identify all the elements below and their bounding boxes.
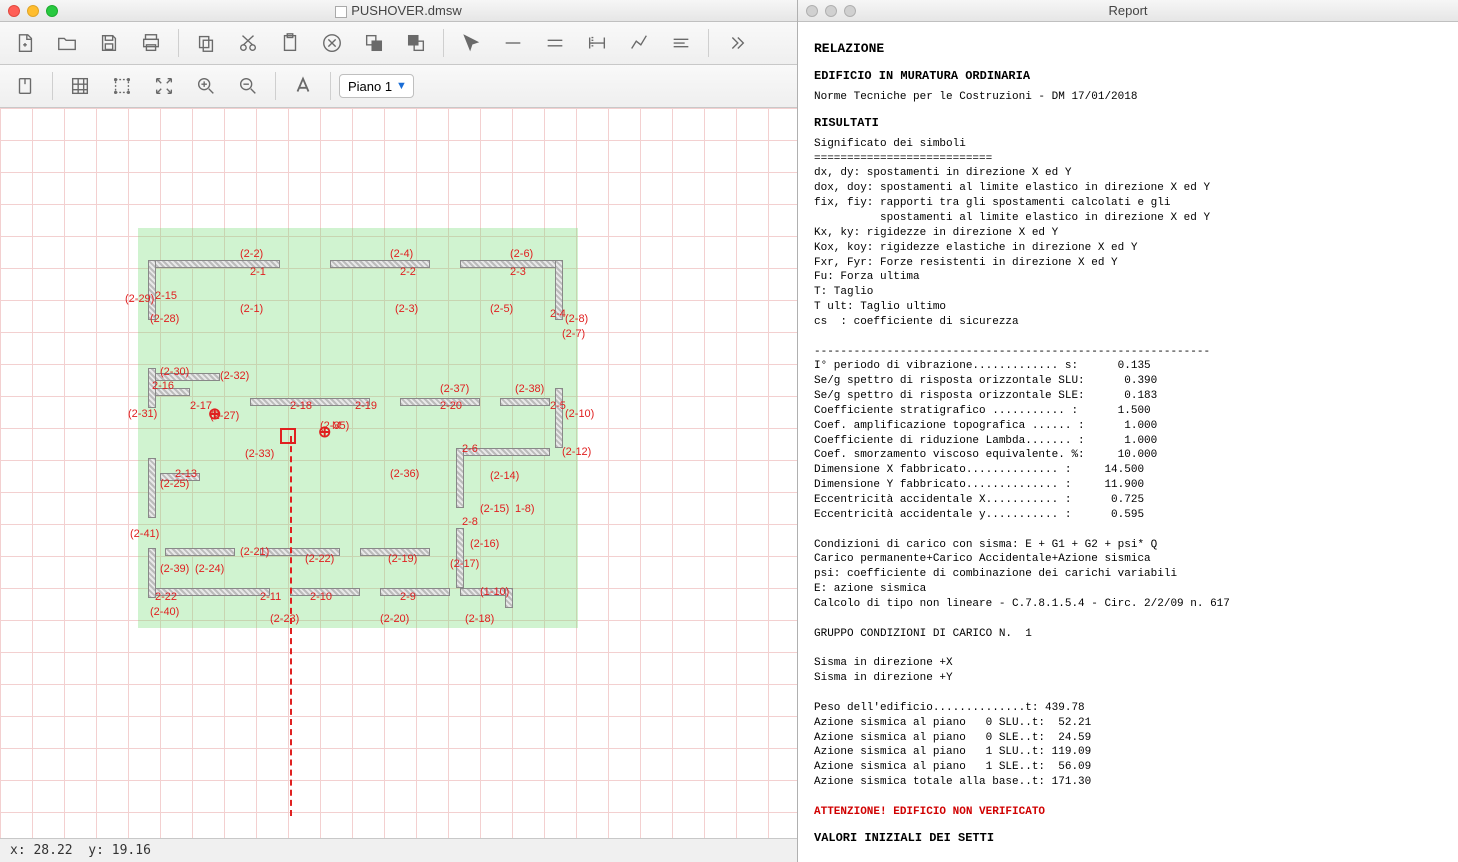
- wall-segment[interactable]: [500, 398, 550, 406]
- status-y-label: y:: [88, 843, 104, 858]
- wall-segment[interactable]: [260, 548, 340, 556]
- report-sym-body: dx, dy: spostamenti in direzione X ed Y …: [814, 166, 1442, 329]
- report-building-type: EDIFICIO IN MURATURA ORDINARIA: [814, 68, 1442, 84]
- report-cond: Condizioni di carico con sisma: E + G1 +…: [814, 538, 1442, 612]
- floor-select-input: Piano 1: [339, 74, 414, 98]
- drawing-canvas[interactable]: (2-2)(2-4)(2-6)2-12-22-3(2-29)2-15(2-28)…: [0, 108, 797, 838]
- section-icon[interactable]: [6, 69, 44, 103]
- plan-fill: [138, 228, 578, 628]
- zoom-out-icon[interactable]: [229, 69, 267, 103]
- frame-icon[interactable]: [103, 69, 141, 103]
- selection-marker[interactable]: [280, 428, 296, 444]
- wall-segment[interactable]: [380, 588, 450, 596]
- wall-segment[interactable]: [555, 388, 563, 448]
- wall-segment[interactable]: [150, 373, 220, 381]
- report-group: GRUPPO CONDIZIONI DI CARICO N. 1: [814, 627, 1442, 642]
- wall-segment[interactable]: [555, 260, 563, 320]
- wall-segment[interactable]: [148, 458, 156, 518]
- more-icon[interactable]: [717, 26, 755, 60]
- status-x-value: 28.22: [33, 843, 72, 858]
- copy-icon[interactable]: [187, 26, 225, 60]
- wall-segment[interactable]: [148, 368, 156, 408]
- report-warning: ATTENZIONE! EDIFICIO NON VERIFICATO: [814, 805, 1442, 820]
- wall-segment[interactable]: [250, 398, 370, 406]
- text-icon[interactable]: [284, 69, 322, 103]
- report-weights: Peso dell'edificio..............t: 439.7…: [814, 701, 1442, 790]
- report-results-header: RISULTATI: [814, 115, 1442, 131]
- wall-segment[interactable]: [150, 260, 280, 268]
- grid-icon[interactable]: [61, 69, 99, 103]
- dimension-icon[interactable]: [578, 26, 616, 60]
- wall-segment[interactable]: [460, 448, 550, 456]
- main-titlebar: PUSHOVER.dmsw: [0, 0, 797, 22]
- wall-segment[interactable]: [150, 388, 190, 396]
- report-titlebar: Report: [798, 0, 1458, 22]
- main-title: PUSHOVER.dmsw: [0, 3, 797, 18]
- wall-segment[interactable]: [360, 548, 430, 556]
- status-y-value: 19.16: [112, 843, 151, 858]
- report-h1: RELAZIONE: [814, 40, 1442, 58]
- line-icon[interactable]: [494, 26, 532, 60]
- print-icon[interactable]: [132, 26, 170, 60]
- report-sep2: ----------------------------------------…: [814, 345, 1442, 360]
- save-icon[interactable]: [90, 26, 128, 60]
- wall-segment[interactable]: [460, 260, 560, 268]
- new-file-icon[interactable]: [6, 26, 44, 60]
- wall-segment[interactable]: [165, 548, 235, 556]
- wall-segment[interactable]: [456, 528, 464, 588]
- polyline-icon[interactable]: [620, 26, 658, 60]
- report-setti-header: VALORI INIZIALI DEI SETTI: [814, 830, 1442, 846]
- report-body[interactable]: RELAZIONE EDIFICIO IN MURATURA ORDINARIA…: [798, 22, 1458, 862]
- send-back-icon[interactable]: [355, 26, 393, 60]
- wall-segment[interactable]: [148, 260, 156, 320]
- wall-segment[interactable]: [400, 398, 480, 406]
- report-window: Report RELAZIONE EDIFICIO IN MURATURA OR…: [798, 0, 1458, 862]
- status-bar: x: 28.22 y: 19.16: [0, 838, 797, 862]
- status-x-label: x:: [10, 843, 26, 858]
- expand-icon[interactable]: [145, 69, 183, 103]
- report-title: Report: [798, 3, 1458, 18]
- wall-segment[interactable]: [505, 588, 513, 608]
- toolbar-secondary: Piano 1 ▼: [0, 65, 797, 108]
- report-sym-title: Significato dei simboli: [814, 137, 1442, 152]
- wall-segment[interactable]: [160, 473, 200, 481]
- delete-icon[interactable]: [313, 26, 351, 60]
- bring-front-icon[interactable]: [397, 26, 435, 60]
- wall-segment[interactable]: [148, 548, 156, 598]
- report-sep: ===========================: [814, 152, 1442, 167]
- main-window: PUSHOVER.dmsw Piano 1: [0, 0, 798, 862]
- multiline-icon[interactable]: [536, 26, 574, 60]
- wall-segment[interactable]: [460, 588, 510, 596]
- pointer-icon[interactable]: [452, 26, 490, 60]
- wall-segment[interactable]: [290, 588, 360, 596]
- wall-segment[interactable]: [150, 588, 270, 596]
- paste-icon[interactable]: [271, 26, 309, 60]
- axis-line: [290, 436, 292, 816]
- report-sisma: Sisma in direzione +X Sisma in direzione…: [814, 656, 1442, 686]
- open-icon[interactable]: [48, 26, 86, 60]
- wall-segment[interactable]: [456, 448, 464, 508]
- floor-select[interactable]: Piano 1 ▼: [339, 74, 407, 98]
- report-params: I° periodo di vibrazione............. s:…: [814, 359, 1442, 522]
- report-norm: Norme Tecniche per le Costruzioni - DM 1…: [814, 90, 1442, 105]
- toolbar-primary: [0, 22, 797, 65]
- align-icon[interactable]: [662, 26, 700, 60]
- cut-icon[interactable]: [229, 26, 267, 60]
- zoom-in-icon[interactable]: [187, 69, 225, 103]
- wall-segment[interactable]: [330, 260, 430, 268]
